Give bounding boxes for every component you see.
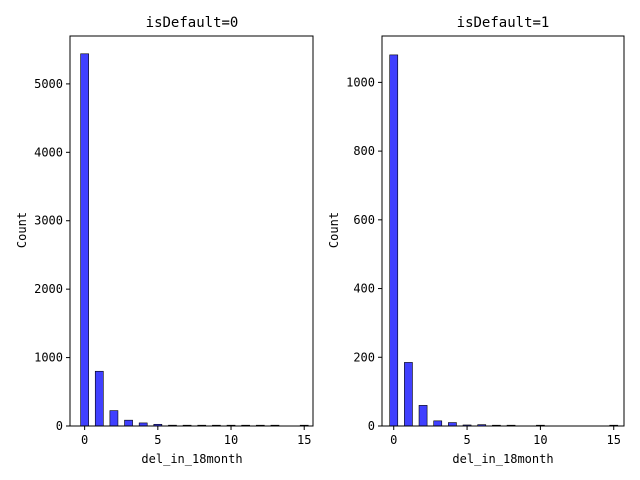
bar-left-1 <box>94 370 104 427</box>
chart-panel-left: isDefault=0 0 5 10 15 0 1000 2000 3000 4000 5000… <box>15 15 314 466</box>
y-tick-label-left-5000: 5000 <box>34 77 63 91</box>
y-tick-label-right-200: 200 <box>353 350 375 364</box>
y-axis-label-left: Count <box>15 212 29 248</box>
bar-right-3 <box>433 420 443 427</box>
chart-panel-right: isDefault=1 0 5 10 15 0 200 400 600 800 1000 del… <box>327 15 625 466</box>
x-tick-label-right-5: 5 <box>463 433 470 447</box>
y-tick-label-right-0: 0 <box>368 419 375 433</box>
y-axis-label-right: Count <box>327 212 341 248</box>
y-tick-label-left-3000: 3000 <box>34 214 63 228</box>
bar-right-0 <box>389 54 399 427</box>
y-tick-label-right-800: 800 <box>353 144 375 158</box>
y-tick-label-left-0: 0 <box>56 419 63 433</box>
bar-right-2 <box>418 405 428 427</box>
x-tick-label-left-15: 15 <box>297 433 311 447</box>
x-axis-label-left: del_in_18month <box>141 452 242 466</box>
y-tick-label-right-1000: 1000 <box>346 75 375 89</box>
bar-right-1 <box>404 362 413 427</box>
axes-frame-right <box>381 35 625 427</box>
chart-title-right: isDefault=1 <box>457 15 550 31</box>
y-tick-label-right-400: 400 <box>353 282 375 296</box>
y-tick-label-left-2000: 2000 <box>34 282 63 296</box>
y-tick-label-right-600: 600 <box>353 213 375 227</box>
x-axis-label-right: del_in_18month <box>452 452 553 466</box>
y-tick-label-left-1000: 1000 <box>34 351 63 365</box>
y-ticks-left: 0 1000 2000 3000 4000 5000 <box>34 77 70 433</box>
x-ticks-left: 0 5 10 15 <box>81 426 311 447</box>
bar-right-4 <box>448 422 457 427</box>
bar-left-0 <box>80 53 89 427</box>
y-ticks-right: 0 200 400 600 800 1000 <box>346 75 382 433</box>
bar-left-3 <box>124 419 133 427</box>
x-tick-label-left-5: 5 <box>154 433 161 447</box>
x-tick-label-right-15: 15 <box>607 433 621 447</box>
x-tick-label-left-0: 0 <box>81 433 88 447</box>
x-ticks-right: 0 5 10 15 <box>390 426 621 447</box>
y-tick-label-left-4000: 4000 <box>34 145 63 159</box>
bar-left-2 <box>109 410 119 427</box>
x-tick-label-right-10: 10 <box>533 433 547 447</box>
x-tick-label-right-0: 0 <box>390 433 397 447</box>
x-tick-label-left-10: 10 <box>224 433 238 447</box>
chart-title-left: isDefault=0 <box>146 15 239 31</box>
axes-frame-left <box>69 35 314 427</box>
